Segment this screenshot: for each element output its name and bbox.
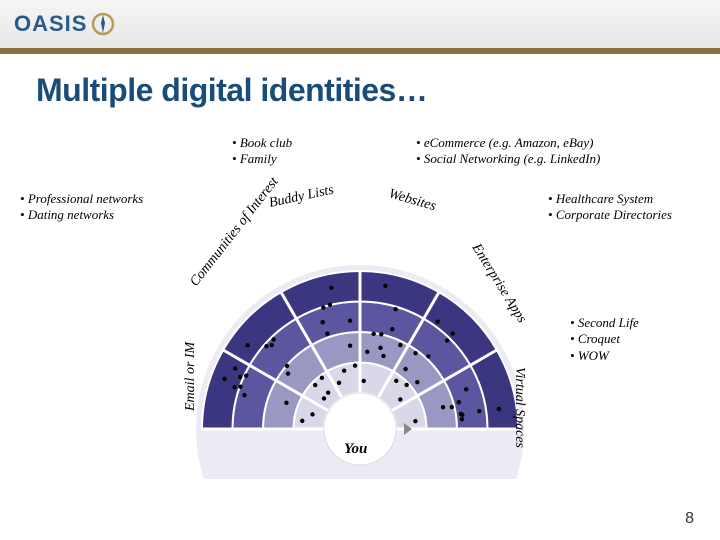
radial-svg: Buddy ListsWebsitesEnterprise AppsVirtua… [0, 109, 720, 479]
brown-strip [0, 48, 720, 54]
slice-label-coi: Communities of Interest [187, 174, 282, 290]
center-label-you: You [344, 441, 367, 458]
annotation-line: Dating networks [20, 207, 143, 223]
logo-mark-icon [91, 12, 115, 36]
annotation-line: Family [232, 151, 292, 167]
annotation-line: Book club [232, 135, 292, 151]
header-band: OASIS [0, 0, 720, 48]
slice-label-enterprise: Enterprise Apps [468, 240, 529, 326]
page-title: Multiple digital identities… [36, 72, 720, 109]
annotation-professional-dating: Professional networksDating networks [20, 191, 143, 224]
annotation-line: Professional networks [20, 191, 143, 207]
slice-label-virtual: Virtual Spaces [512, 367, 527, 449]
slice-label-email: Email or IM [183, 340, 198, 412]
annotation-line: Healthcare System [548, 191, 672, 207]
annotation-line: Croquet [570, 331, 639, 347]
annotation-line: Social Networking (e.g. LinkedIn) [416, 151, 600, 167]
annotation-line: Corporate Directories [548, 207, 672, 223]
annotation-book-family: Book clubFamily [232, 135, 292, 168]
slice-label-websites: Websites [387, 186, 438, 214]
radial-diagram: Buddy ListsWebsitesEnterprise AppsVirtua… [0, 109, 720, 479]
annotation-line: WOW [570, 348, 639, 364]
logo-text: OASIS [14, 11, 87, 37]
page-number: 8 [685, 510, 694, 528]
annotation-healthcare-corporate: Healthcare SystemCorporate Directories [548, 191, 672, 224]
logo: OASIS [14, 11, 115, 37]
annotation-ecommerce-social: eCommerce (e.g. Amazon, eBay)Social Netw… [416, 135, 600, 168]
annotation-line: Second Life [570, 315, 639, 331]
annotation-line: eCommerce (e.g. Amazon, eBay) [416, 135, 600, 151]
annotation-secondlife: Second LifeCroquetWOW [570, 315, 639, 364]
